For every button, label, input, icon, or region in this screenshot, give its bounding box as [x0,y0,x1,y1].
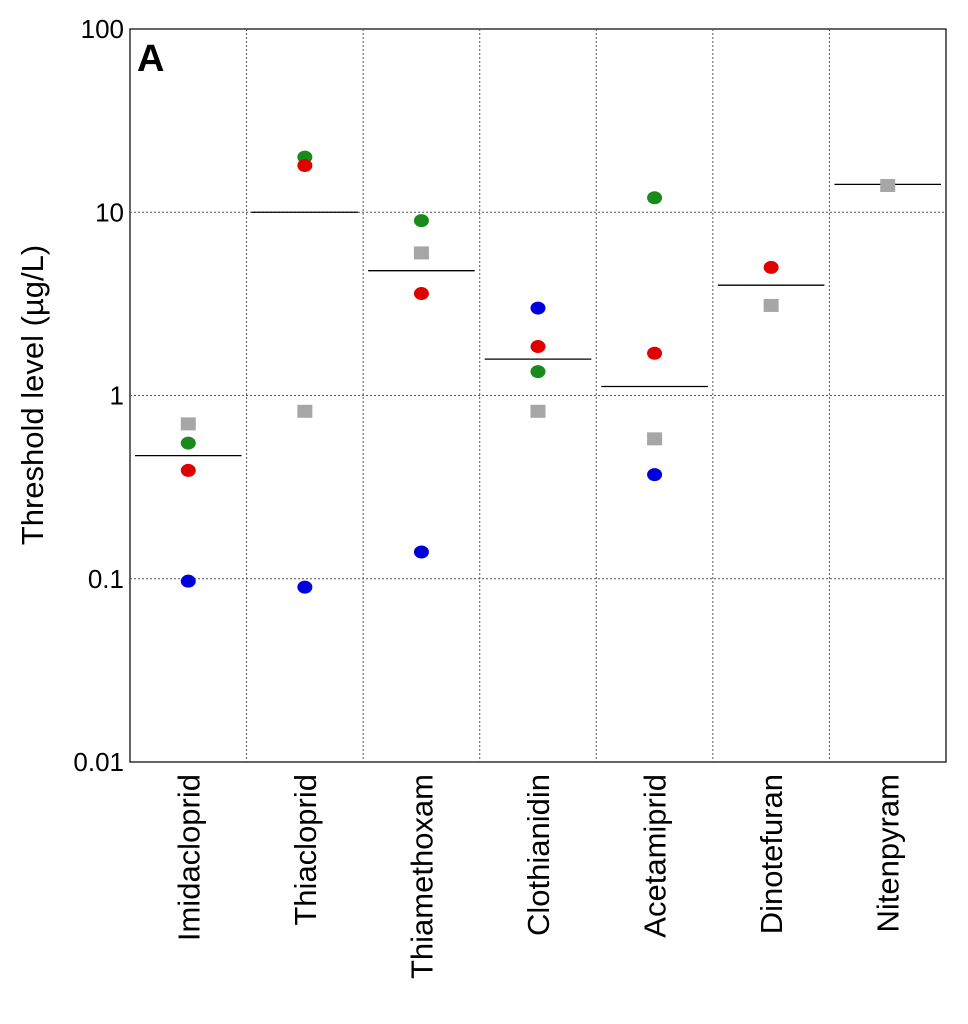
data-point-square [763,298,779,312]
y-axis-title: Threshold level (µg/L) [15,245,50,545]
category-label: Dinotefuran [754,774,789,934]
data-point-square [530,404,546,418]
data-point-square [647,432,663,446]
data-point-circle [180,463,196,477]
data-point-circle [180,436,196,450]
data-point-circle [180,574,196,588]
grid-layer [130,29,946,762]
panel-label: A [137,38,164,80]
data-point-circle [530,365,546,379]
y-tick-label: 100 [81,14,124,44]
y-tick-label: 1 [110,381,124,411]
data-point-circle [297,580,313,594]
category-label: Imidacloprid [171,774,206,941]
data-point-circle [413,214,429,228]
category-label: Thiamethoxam [404,774,439,979]
y-tick-label: 10 [95,197,124,227]
data-point-square [413,246,429,260]
data-point-circle [647,468,663,482]
data-point-square [880,178,896,192]
data-point-circle [413,287,429,301]
y-tick-label: 0.01 [73,747,124,777]
category-label-layer: Imidacloprid Thiacloprid Thiamethoxam Cloth… [171,774,905,979]
data-point-square [180,417,196,431]
data-point-circle [647,191,663,205]
y-tick-label: 0.1 [88,564,124,594]
data-point-circle [763,260,779,274]
reference-line-layer [135,183,941,457]
data-point-circle [297,158,313,172]
data-point-circle [530,301,546,315]
data-point-layer [180,150,896,594]
category-label: Nitenpyram [871,774,906,933]
data-point-square [297,404,313,418]
category-label: Acetamiprid [638,774,673,938]
data-point-circle [530,340,546,354]
y-tick-layer: 0.01 0.1 1 10 100 [73,14,124,777]
data-point-circle [413,545,429,559]
data-point-circle [647,346,663,360]
category-label: Thiacloprid [288,774,323,926]
category-label: Clothianidin [521,774,556,936]
